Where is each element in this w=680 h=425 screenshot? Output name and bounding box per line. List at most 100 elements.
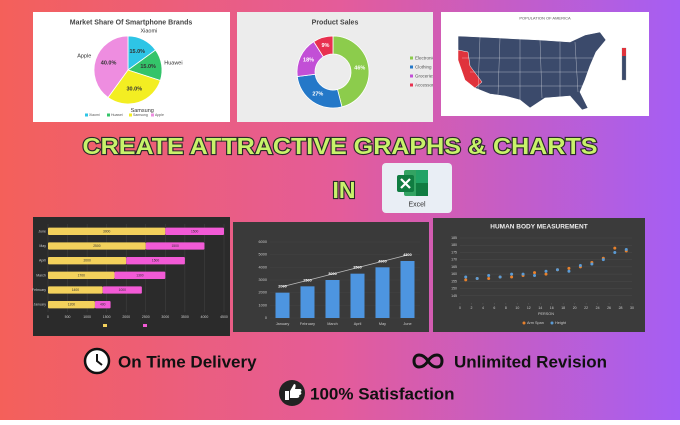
y-tick-label: 185 [451,236,457,240]
x-tick-label: 28 [619,306,623,310]
value-label: 3000 [328,272,336,276]
x-tick-label: May [379,322,386,326]
y-tick-label: March [36,273,46,277]
y-tick-label: 3000 [259,278,267,282]
value-label: 46% [354,66,365,72]
point [464,278,468,282]
chart-title: Market Share Of Smartphone Brands [70,20,193,27]
chart: 0 500 1000 1500 2000 2500 3000 3500 4000 4500 June… [32,224,228,327]
legend-swatch [107,113,110,117]
value-label: 18% [303,58,314,64]
point [498,275,502,279]
trend-line [282,254,408,288]
y-tick-label: 0 [265,316,267,320]
point [567,266,571,270]
point [544,269,548,273]
point [590,262,594,266]
value-label: 1700 [78,273,86,277]
legend-marker [522,321,526,325]
y-tick-label: 170 [451,258,457,262]
bar [145,242,205,250]
x-tick-label: 6 [493,306,495,310]
bar [126,257,185,265]
x-tick-label: 14 [538,306,542,310]
y-tick-label: 150 [451,287,457,291]
clock-icon [83,347,111,375]
x-tick-label: 22 [584,306,588,310]
value-label: 1400 [72,288,80,292]
category-label: Samsung [131,108,154,114]
bar [375,267,390,318]
y-tick-label: 2000 [259,291,267,295]
point [601,258,605,262]
legend-label: Clothing [415,65,432,70]
x-tick-label: 2500 [142,315,150,319]
value-label: 4500 [403,253,411,257]
value-label: 2500 [93,244,101,248]
value-label: 2000 [83,259,91,263]
legend-label: Samsung [133,113,148,117]
app-label: Excel [408,202,426,209]
legend-swatch [410,74,413,78]
y-tick-label: June [38,229,46,233]
value-label: 1200 [68,303,76,307]
chart: 15.0% Xiaomi Xiaomi 15.0% Huawei Huawei 30.0% S… [77,29,182,117]
x-tick-label: 8 [505,306,507,310]
point [613,246,617,250]
legend-label: Electronics [415,56,438,61]
feature-label: 100% Satisfaction [310,385,455,404]
legend-label: Height [555,321,567,325]
x-tick-label: 4 [482,306,484,310]
thumb-frame [433,218,645,332]
legend-swatch [103,324,107,327]
value-label: 15.0% [140,64,156,70]
x-tick-label: 3500 [181,315,189,319]
bar [48,242,146,250]
value-label: 4000 [378,259,386,263]
infinity-icon [412,353,444,369]
x-tick-label: 26 [607,306,611,310]
bar [114,271,166,279]
value-label: 15.0% [129,49,145,55]
y-tick-label: April [39,259,46,263]
feature-label: On Time Delivery [118,353,257,372]
legend-swatch [410,65,413,69]
point [544,272,548,276]
x-tick-label: 10 [515,306,519,310]
point [510,275,514,279]
headline: CREATE ATTRACTIVE GRAPHS & CHARTS [83,133,598,159]
legend-marker [550,321,554,325]
x-tick-label: February [300,322,315,326]
point [487,276,491,280]
bar [300,286,315,318]
y-tick-label: 145 [451,294,457,298]
x-tick-label: 4000 [201,315,209,319]
bar [48,227,166,235]
y-tick-label: 175 [451,250,457,254]
x-tick-label: 16 [550,306,554,310]
point [510,272,514,276]
x-tick-label: March [327,322,338,326]
slice [107,69,161,105]
y-tick-label: 160 [451,272,457,276]
y-tick-label: 165 [451,265,457,269]
value-label: 27% [312,91,323,97]
x-tick-label: 2 [470,306,472,310]
bar [48,286,103,294]
bar [350,273,365,318]
value-label: 3000 [103,229,111,233]
bar [94,301,111,309]
point [487,274,491,278]
bar [48,271,115,279]
y-tick-label: 6000 [259,240,267,244]
x-tick-label: January [276,322,290,326]
chart-title: Product Sales [312,20,359,27]
point [521,272,525,276]
x-tick-label: April [354,322,362,326]
value-label: 40.0% [101,61,117,67]
point [555,268,559,272]
value-label: 1500 [191,229,199,233]
x-tick-label: 20 [573,306,577,310]
